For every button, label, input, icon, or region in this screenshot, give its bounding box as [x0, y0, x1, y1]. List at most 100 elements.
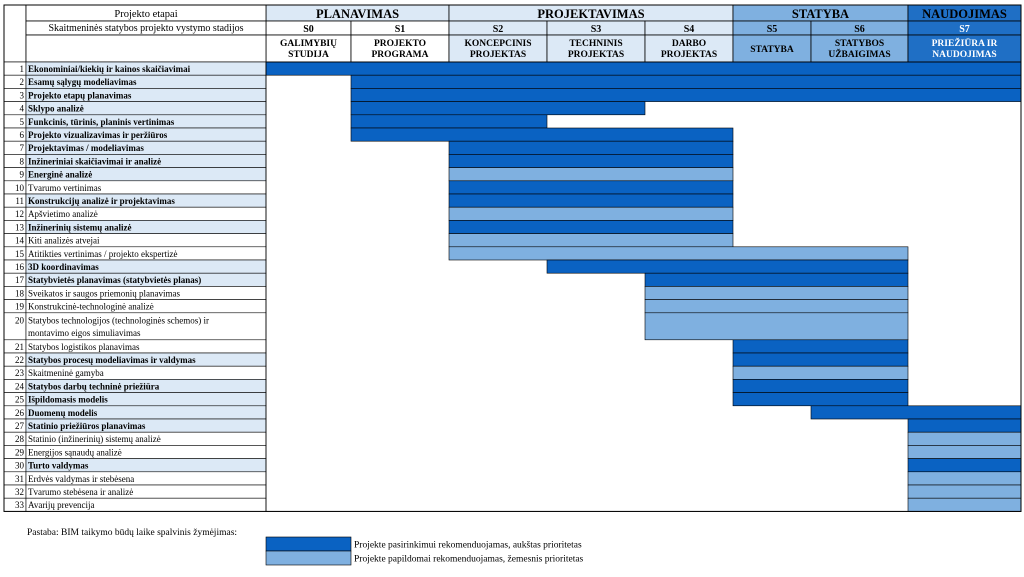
- corner-cell: [3, 4, 27, 63]
- row-number: 25: [15, 395, 25, 405]
- row-label: Tvarumo vertinimas: [28, 183, 102, 193]
- bar-row-2: [350, 74, 1022, 89]
- bar-row-31: [907, 471, 1022, 486]
- row-label: Projektavimas / modeliavimas: [28, 143, 144, 153]
- row-number: 3: [20, 90, 25, 100]
- phase-title: NAUDOJIMAS: [922, 7, 1007, 21]
- stage-name-cell: [448, 34, 548, 63]
- bar-row-33: [907, 497, 1022, 512]
- bar-row-12: [448, 206, 734, 221]
- bar-row-23: [732, 365, 909, 380]
- row-number: 23: [15, 368, 25, 378]
- row-number: 1: [20, 64, 25, 74]
- row-label: Konstrukcijų analizė ir projektavimas: [28, 196, 175, 206]
- stage-name-cell: [907, 34, 1022, 63]
- stage-code: S5: [767, 24, 778, 35]
- row-number: 16: [15, 262, 25, 272]
- table-frame: [3, 4, 1022, 512]
- bar-row-17: [644, 272, 909, 287]
- stage-name-line2: PROJEKTAS: [661, 50, 717, 60]
- bar-row-25: [732, 392, 909, 407]
- row-number: 11: [15, 196, 24, 206]
- row-label: Energinė analizė: [28, 170, 92, 180]
- row-label: Projekto vizualizavimas ir peržiūros: [28, 130, 168, 140]
- row-label: Esamų sąlygų modeliavimas: [28, 77, 137, 87]
- row-label: Statybvietės planavimas (statybvietės pl…: [28, 275, 201, 285]
- bar-row-19: [644, 299, 909, 314]
- stage-code: S7: [959, 24, 970, 35]
- stage-name-line2: UŽBAIGIMAS: [828, 48, 890, 60]
- bar-row-16: [546, 259, 909, 274]
- row-number: 19: [15, 302, 25, 312]
- row-number: 31: [15, 474, 24, 484]
- bar-row-32: [907, 484, 1022, 499]
- row-label: Statinio (inžinerinių) sistemų analizė: [28, 434, 161, 444]
- stage-name-cell: [732, 34, 812, 63]
- row-number: 4: [20, 104, 25, 114]
- row-number: 5: [20, 117, 25, 127]
- row-label-cell: [25, 312, 267, 341]
- row-label: 3D koordinavimas: [28, 262, 99, 272]
- row-number: 32: [15, 487, 24, 497]
- row-label: Turto valdymas: [28, 461, 89, 471]
- bar-row-10: [448, 180, 734, 195]
- row-number: 17: [15, 275, 25, 285]
- legend-swatch-low: [265, 550, 352, 566]
- row-label-cell: [25, 34, 267, 63]
- bar-row-27: [907, 418, 1022, 433]
- row-label: Kiti analizės atvejai: [28, 236, 100, 246]
- row-label: Avarijų prevencija: [28, 500, 95, 510]
- row-label: Statybos procesų modeliavimas ir valdyma…: [28, 355, 196, 365]
- row-label: Sveikatos ir saugos priemonių planavimas: [28, 288, 180, 298]
- stage-code: S3: [591, 24, 602, 35]
- row-label: Apšvietimo analizė: [28, 209, 98, 219]
- stage-code: S1: [395, 24, 406, 35]
- bar-row-28: [907, 431, 1022, 446]
- row-number: 33: [15, 500, 25, 510]
- stage-name-line2: PROGRAMA: [372, 50, 429, 60]
- stage-name-line1: DARBO: [672, 39, 706, 49]
- stage-name-line2: PROJEKTAS: [568, 50, 624, 60]
- row-number: 27: [15, 421, 25, 431]
- bar-row-3: [350, 88, 1022, 102]
- stage-code: S0: [303, 24, 314, 35]
- row-label: Statybos darbų techninė priežiūra: [28, 381, 160, 391]
- row-number: 6: [20, 130, 25, 140]
- row-label: Duomenų modelis: [28, 408, 98, 418]
- bar-row-5: [350, 114, 548, 129]
- stage-name-cell: [546, 34, 646, 63]
- row-number: 14: [15, 236, 25, 246]
- stage-name-cell: [644, 34, 734, 63]
- row-label: Inžinerinių sistemų analizė: [28, 222, 132, 232]
- row-label: Erdvės valdymas ir stebėsena: [28, 474, 134, 484]
- row-number: 30: [15, 461, 25, 471]
- legend-label-high: Projekte pasirinkimui rekomenduojamas, a…: [354, 541, 582, 551]
- bar-row-22: [732, 352, 909, 367]
- bar-row-8: [448, 154, 734, 168]
- row-number: 8: [20, 156, 25, 166]
- row-label: Funkcinis, tūrinis, planinis vertinimas: [28, 117, 175, 127]
- stage-code: S6: [854, 24, 865, 35]
- stage-code: S2: [493, 24, 504, 35]
- row-label: Energijos sąnaudų analizė: [28, 447, 122, 457]
- stage-name-cell: [350, 34, 450, 63]
- row-number: 22: [15, 355, 24, 365]
- bar-row-30: [907, 458, 1022, 473]
- stage-name-line1: TECHNINIS: [569, 39, 622, 49]
- bar-row-6: [350, 127, 734, 142]
- stage-name-line1: KONCEPCINIS: [464, 39, 531, 49]
- bar-row-14: [448, 233, 734, 248]
- row-number: 12: [15, 209, 24, 219]
- legend-note: Pastaba: BIM taikymo būdų laike spalvini…: [27, 528, 237, 538]
- stage-name-line1: PRIEŽIŪRA IR: [932, 37, 998, 49]
- bar-row-13: [448, 220, 734, 234]
- row-number: 24: [15, 381, 25, 391]
- row-number: 15: [15, 249, 25, 259]
- bar-row-24: [732, 379, 909, 393]
- row-number: 10: [15, 183, 25, 193]
- stage-name-line1: STATYBOS: [835, 39, 884, 49]
- bar-row-7: [448, 140, 734, 155]
- row-label: Tvarumo stebėsena ir analizė: [28, 487, 133, 497]
- row-number: 18: [15, 288, 25, 298]
- row-label: Projekto etapų planavimas: [28, 90, 132, 100]
